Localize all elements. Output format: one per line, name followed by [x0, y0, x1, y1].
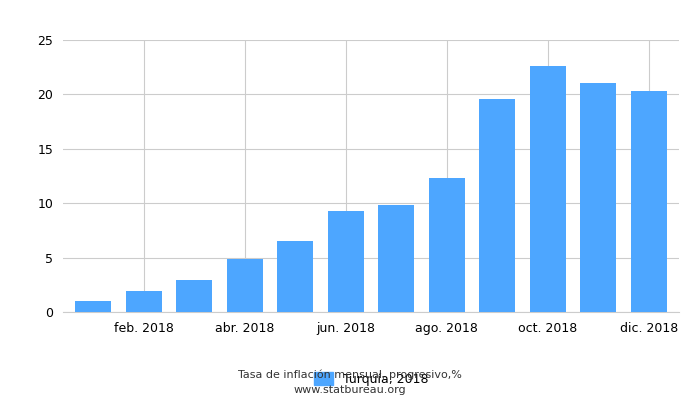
Legend: Turquía, 2018: Turquía, 2018: [309, 367, 433, 391]
Bar: [631, 91, 667, 312]
Bar: [176, 280, 213, 312]
Bar: [529, 66, 566, 312]
Bar: [580, 83, 617, 312]
Bar: [378, 204, 414, 312]
Bar: [428, 178, 465, 312]
Bar: [479, 100, 515, 312]
Bar: [328, 212, 364, 312]
Bar: [277, 241, 314, 312]
Text: Tasa de inflación mensual, progresivo,%
www.statbureau.org: Tasa de inflación mensual, progresivo,% …: [238, 369, 462, 395]
Bar: [125, 290, 162, 312]
Bar: [75, 301, 111, 312]
Bar: [227, 259, 263, 312]
